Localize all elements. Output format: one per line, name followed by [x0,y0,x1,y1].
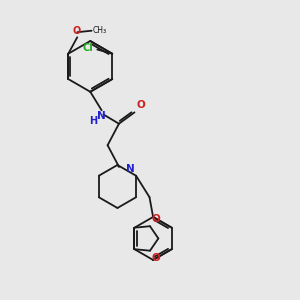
Text: Cl: Cl [83,43,94,53]
Text: O: O [152,214,161,224]
Text: CH₃: CH₃ [93,26,107,34]
Text: N: N [125,164,134,174]
Text: O: O [136,100,145,110]
Text: H: H [89,116,97,126]
Text: O: O [73,26,81,36]
Text: O: O [152,253,161,263]
Text: N: N [97,111,106,121]
